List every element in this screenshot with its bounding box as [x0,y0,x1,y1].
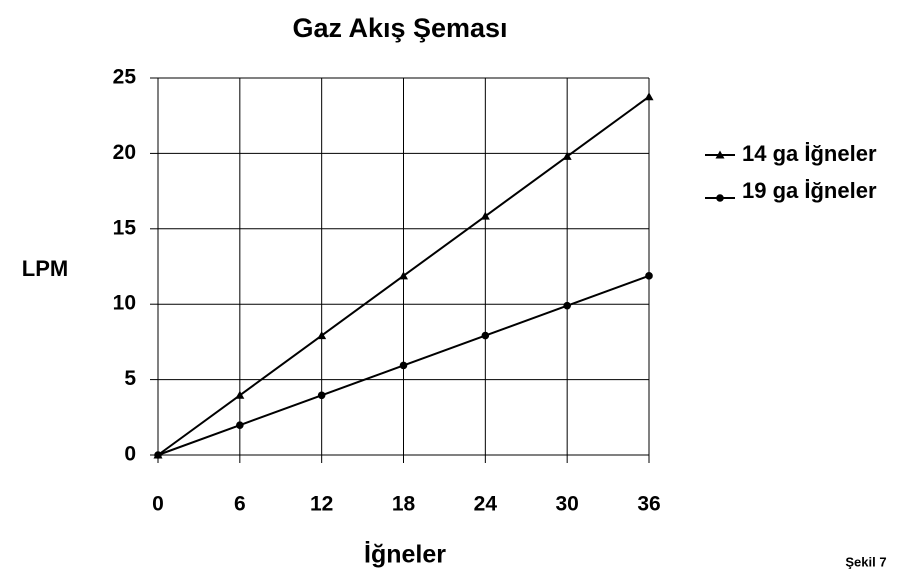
y-tick-label: 0 [124,443,136,466]
marker [317,391,326,400]
y-tick-label: 20 [113,141,136,164]
x-tick-label: 18 [392,493,416,516]
marker [317,331,327,340]
y-tick-label: 25 [113,66,137,89]
x-tick-label: 0 [152,493,164,516]
chart-title: Gaz Akış Şeması [292,13,507,43]
marker [563,301,571,310]
x-tick-label: 36 [637,493,660,516]
x-axis-label: İğneler [364,541,446,569]
annotation: Şekil 7 [845,554,886,569]
marker [481,331,490,340]
y-tick-label: 15 [113,216,137,239]
marker [399,361,408,370]
legend-marker [716,194,724,202]
legend-label: 14 ga İğneler [742,141,877,166]
y-tick-label: 5 [124,367,136,390]
marker [235,390,245,399]
legend-marker [715,150,725,159]
y-axis-label: LPM [22,256,68,281]
marker [645,272,653,280]
marker [480,211,490,220]
marker [236,421,244,429]
marker [154,451,162,459]
legend-label: 19 ga İğneler [742,178,877,203]
marker [562,151,572,160]
marker [399,271,408,280]
marker [644,92,654,101]
x-tick-label: 6 [234,493,246,516]
x-tick-label: 12 [310,493,333,516]
x-tick-label: 30 [555,493,578,516]
y-tick-label: 10 [113,292,136,315]
x-tick-label: 24 [474,493,498,516]
